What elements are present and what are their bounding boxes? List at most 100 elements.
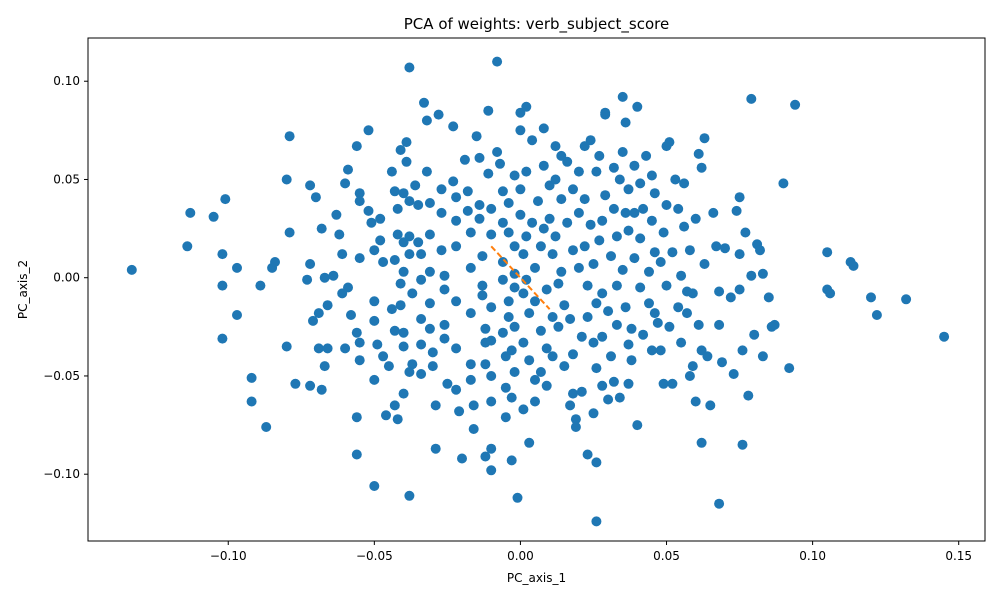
scatter-point [644, 266, 654, 277]
scatter-point [468, 400, 479, 411]
scatter-point [670, 174, 681, 185]
scatter-point [562, 217, 573, 228]
scatter-point [603, 306, 614, 317]
scatter-point [784, 363, 795, 374]
scatter-point [430, 400, 441, 411]
scatter-point [232, 310, 242, 320]
scatter-point [465, 227, 476, 238]
scatter-point [608, 376, 619, 387]
scatter-point [217, 333, 228, 344]
scatter-point [509, 241, 520, 252]
scatter-point [696, 162, 707, 173]
scatter-point [404, 249, 415, 260]
scatter-point [386, 166, 397, 177]
scatter-point [457, 453, 467, 464]
scatter-point [594, 235, 605, 246]
scatter-point [538, 123, 549, 134]
scatter-point [711, 241, 722, 252]
scatter-point [705, 400, 716, 411]
scatter-point [649, 308, 660, 319]
x-tick-label: −0.10 [210, 549, 247, 563]
scatter-point [684, 245, 695, 256]
scatter-point [369, 374, 380, 385]
scatter-point [664, 137, 675, 148]
scatter-point [500, 382, 511, 393]
scatter-point [182, 241, 193, 252]
scatter-point [746, 93, 757, 104]
x-tick-label: 0.10 [799, 549, 826, 563]
scatter-point [763, 292, 774, 303]
scatter-point [734, 249, 745, 260]
scatter-point [901, 294, 912, 305]
scatter-point [217, 280, 228, 291]
scatter-point [626, 355, 637, 366]
scatter-point [623, 225, 634, 236]
scatter-point [568, 349, 578, 360]
scatter-point [492, 56, 503, 67]
scatter-point [725, 292, 736, 303]
scatter-point [351, 141, 362, 152]
scatter-point [524, 437, 535, 448]
scatter-point [588, 259, 599, 269]
scatter-point [579, 241, 590, 252]
chart-title: PCA of weights: verb_subject_score [404, 15, 669, 34]
scatter-point [623, 184, 634, 195]
scatter-point [503, 296, 514, 307]
scatter-point [664, 321, 675, 332]
scatter-point [378, 351, 389, 362]
scatter-point [208, 211, 219, 222]
scatter-point [407, 359, 418, 370]
scatter-point [465, 262, 476, 273]
scatter-point [687, 361, 698, 372]
trend-line-layer [490, 245, 551, 310]
scatter-point [597, 331, 608, 342]
scatter-point [392, 414, 403, 425]
scatter-point [369, 315, 380, 326]
scatter-point [232, 262, 242, 273]
scatter-point [790, 99, 801, 110]
scatter-point [533, 196, 543, 207]
scatter-point [524, 355, 535, 366]
scatter-point [655, 257, 666, 267]
scatter-point [518, 404, 529, 415]
scatter-point [573, 207, 584, 218]
scatter-point [550, 141, 561, 152]
scatter-point [404, 367, 415, 377]
scatter-point [562, 156, 573, 167]
scatter-point [503, 227, 514, 238]
scatter-point [646, 345, 657, 356]
scatter-point [658, 378, 669, 389]
scatter-point [383, 361, 394, 372]
scatter-point [448, 176, 459, 187]
scatter-point [305, 259, 316, 269]
scatter-point [439, 333, 450, 344]
scatter-point [626, 323, 637, 334]
scatter-point [506, 392, 517, 403]
scatter-point [568, 388, 578, 399]
scatter-point [679, 178, 690, 189]
scatter-point [939, 331, 950, 342]
scatter-point [427, 361, 438, 372]
scatter-point [702, 351, 713, 362]
scatter-point [509, 268, 520, 279]
scatter-point [436, 207, 447, 218]
scatter-point [573, 262, 584, 273]
scatter-point [538, 223, 549, 234]
scatter-point [611, 231, 622, 242]
scatter-point [737, 345, 748, 356]
scatter-point [608, 162, 619, 173]
scatter-point [217, 249, 228, 260]
scatter-point [375, 213, 386, 224]
scatter-point [757, 268, 768, 279]
scatter-point [401, 137, 412, 148]
scatter-point [468, 424, 479, 434]
scatter-point [369, 481, 380, 491]
scatter-point [518, 337, 529, 348]
scatter-point [474, 213, 485, 224]
scatter-point [614, 174, 625, 185]
scatter-point [515, 184, 526, 195]
scatter-point [433, 109, 444, 120]
scatter-point [398, 327, 409, 338]
scatter-point [757, 351, 768, 362]
